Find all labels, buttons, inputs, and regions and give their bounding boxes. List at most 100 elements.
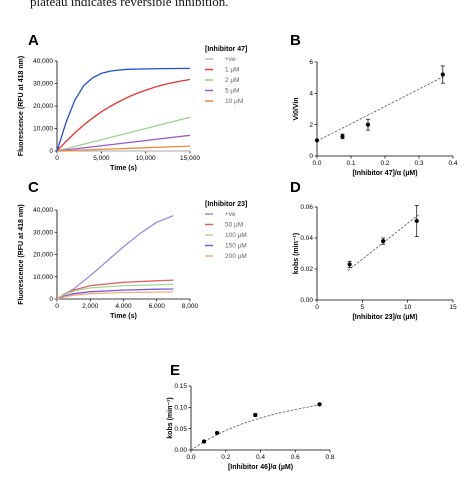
y-tick-label: 0.15	[174, 383, 187, 390]
y-tick-label: 0	[49, 296, 53, 303]
y-tick-label: 0	[49, 148, 53, 155]
y-tick-label: 20,000	[33, 252, 53, 259]
x-axis-label: [Inhibitor 46]/α (µM)	[228, 464, 293, 471]
series-line	[56, 78, 191, 152]
legend-label: 50 µM	[225, 222, 243, 229]
y-tick-label: 20,000	[33, 103, 53, 110]
data-point	[440, 72, 445, 77]
y-tick-label: 0.00	[174, 447, 187, 454]
y-tick-label: 0.02	[300, 266, 313, 273]
x-tick-label: 0.3	[414, 160, 423, 167]
x-tick-label: 5,000	[93, 155, 110, 162]
x-tick-label: 0.6	[291, 454, 300, 461]
series-line	[56, 67, 191, 152]
legend-label: 200 µM	[225, 253, 247, 260]
x-tick-label: 15	[449, 304, 457, 311]
y-tick-label: 0.06	[300, 204, 313, 211]
y-tick-label: 4	[309, 91, 313, 98]
x-axis-label: Time (s)	[110, 165, 137, 172]
y-tick-label: 30,000	[33, 81, 53, 88]
svg-text:E: E	[170, 362, 180, 379]
panel-E: 0.0 0.2 0.4 0.6 0.8 0.00 0.05 0.10 0.15 [Inhibito…	[167, 383, 335, 471]
series-line	[56, 214, 174, 300]
x-tick-label: 0	[55, 303, 59, 310]
x-tick-label: 0.0	[312, 160, 321, 167]
data-point	[340, 134, 345, 139]
x-tick-label: 0.2	[380, 160, 389, 167]
y-tick-label: 0.10	[174, 405, 187, 412]
legend-label: 100 µM	[225, 232, 247, 239]
data-point	[381, 239, 386, 244]
series-line	[56, 134, 191, 152]
x-tick-label: 10,000	[136, 155, 156, 162]
panel-C: 0 2,000 4,000 6,000 8,000 0 10,000 20,000 30,000…	[18, 201, 247, 320]
data-point	[253, 412, 258, 418]
panel-B: 0.0 0.1 0.2 0.3 0.4 0 2 4 6 [Inhibitor 47]/α (µM)…	[293, 59, 458, 177]
series-line	[56, 288, 174, 300]
legend-label: 2 µM	[225, 77, 240, 84]
legend-title: [Inhibitor 47]	[205, 46, 247, 53]
x-tick-label: 8,000	[182, 303, 199, 310]
y-tick-label: 10,000	[33, 126, 53, 133]
y-tick-label: 6	[309, 59, 313, 66]
y-tick-label: 40,000	[33, 58, 53, 65]
y-axis-label: Fluorescence (RFU at 418 nm)	[18, 204, 25, 304]
data-point	[347, 262, 352, 267]
x-tick-label: 0.4	[256, 454, 265, 461]
x-tick-label: 0.4	[448, 160, 457, 167]
legend-label: 10 µM	[225, 98, 243, 105]
legend-label: +ve	[225, 56, 236, 63]
y-tick-label: 0.05	[174, 426, 187, 433]
legend-label: 5 µM	[225, 88, 240, 95]
x-tick-label: 4,000	[115, 303, 132, 310]
legend-label: 150 µM	[225, 243, 247, 250]
x-tick-label: 2,000	[82, 303, 99, 310]
x-tick-label: 6,000	[149, 303, 166, 310]
panel-D: 0 5 10 15 0.00 0.02 0.04 0.06 [Inhibitor 23]/α (…	[293, 204, 457, 321]
x-tick-label: 10	[404, 304, 412, 311]
y-tick-label: 10,000	[33, 274, 53, 281]
y-axis-label: Fluorescence (RFU at 418 nm)	[18, 56, 25, 156]
svg-text:B: B	[290, 32, 301, 49]
y-axis-label: Vi0/Vin	[293, 97, 300, 120]
svg-text:C: C	[28, 179, 39, 196]
svg-text:A: A	[28, 32, 39, 49]
x-axis-label: Time (s)	[110, 313, 137, 320]
series-line	[56, 116, 191, 152]
y-tick-label: 30,000	[33, 229, 53, 236]
legend: [Inhibitor 47] +ve 1 µM 2 µM 5 µM 10 µM	[205, 46, 247, 105]
series-line	[56, 279, 174, 300]
caption-fragment: plateau indicates reversible inhibition.	[30, 0, 229, 9]
y-axis-label: kobs (min⁻¹)	[167, 397, 174, 438]
x-tick-label: 0	[55, 155, 59, 162]
y-tick-label: 2	[309, 122, 313, 129]
x-tick-label: 0	[315, 304, 319, 311]
y-tick-label: 0.04	[300, 235, 313, 242]
series-line	[56, 283, 174, 300]
x-tick-label: 0.1	[346, 160, 355, 167]
legend-label: +ve	[225, 211, 236, 218]
legend-title: [Inhibitor 23]	[205, 201, 247, 208]
x-tick-label: 5	[361, 304, 365, 311]
y-tick-label: 0.00	[300, 297, 313, 304]
x-tick-label: 15,000	[180, 155, 200, 162]
data-point	[314, 138, 320, 143]
x-tick-label: 0.8	[325, 454, 334, 461]
x-axis-label: [Inhibitor 47]/α (µM)	[352, 170, 417, 177]
data-point	[365, 122, 371, 127]
data-point	[317, 402, 322, 407]
svg-text:D: D	[290, 179, 301, 196]
data-point	[201, 439, 207, 444]
y-axis-label: kobs (min⁻¹)	[293, 233, 300, 274]
legend: [Inhibitor 23] +ve 50 µM 100 µM 150 µM 200 µM	[205, 201, 247, 260]
fit-line	[190, 404, 320, 451]
data-point	[414, 218, 419, 224]
y-tick-label: 0	[309, 153, 313, 160]
data-point	[214, 430, 220, 436]
x-tick-label: 0.0	[186, 454, 195, 461]
x-tick-label: 0.2	[221, 454, 230, 461]
series-line	[56, 145, 191, 152]
x-axis-label: [Inhibitor 23]/α (µM)	[352, 314, 417, 321]
panel-A: 0 5,000 10,000 15,000 0 10,000 20,000 30,000 40,…	[18, 46, 247, 172]
